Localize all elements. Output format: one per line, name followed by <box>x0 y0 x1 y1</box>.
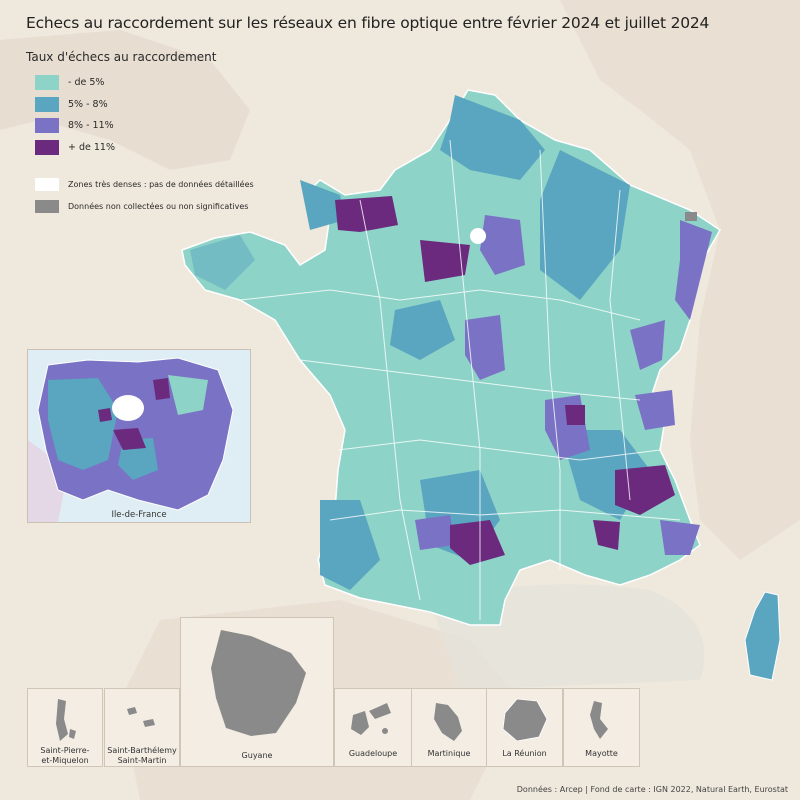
legend-swatch <box>35 118 59 134</box>
zone-5-8-southwest <box>320 500 380 590</box>
inset-guyane: Guyane <box>180 617 334 767</box>
inset-label: Martinique <box>427 749 471 758</box>
inset-label: Guyane <box>241 751 273 760</box>
legend-label: 8% - 11% <box>68 120 114 132</box>
zone-11-aveyron <box>450 520 505 565</box>
idf-inset: Ile-de-France <box>27 349 251 523</box>
zone-8-11-pyrenees <box>415 515 455 550</box>
inset-shape <box>590 701 608 739</box>
zone-11-calvados <box>335 196 398 232</box>
legend-item: - de 5% <box>26 72 261 94</box>
inset-shape <box>351 703 391 735</box>
legend-swatch <box>35 178 59 192</box>
legend-label: 5% - 8% <box>68 98 108 110</box>
inset-shape <box>211 630 306 736</box>
legend-label: Zones très denses : pas de données détai… <box>68 180 254 190</box>
inset-label: Saint-Barthélemy Saint-Martin <box>107 746 177 765</box>
legend-swatch <box>35 75 59 91</box>
inset-saint-pierre: Saint-Pierre-et-Miquelon <box>27 688 103 767</box>
zone-8-11-savoie <box>635 390 675 430</box>
zone-5-8-north <box>440 95 545 180</box>
zone-11-drome <box>615 465 675 515</box>
zone-8-11-idf <box>480 215 525 275</box>
neighbour-land-east <box>560 0 800 560</box>
inset-shape <box>127 707 155 727</box>
inset-guadeloupe: Guadeloupe <box>334 688 412 767</box>
legend-label: - de 5% <box>68 77 105 89</box>
legend-swatch <box>35 96 59 112</box>
legend-title: Taux d'échecs au raccordement <box>26 50 217 64</box>
zone-5-8-east <box>540 150 630 300</box>
inset-label: Guadeloupe <box>348 749 398 758</box>
zone-11-gard <box>593 520 620 550</box>
neighbour-land-uk <box>0 30 250 170</box>
zone-8-11-paca <box>660 520 700 555</box>
zone-8-11-burgundy <box>465 315 505 380</box>
legend-item: Données non collectées ou non significat… <box>26 196 261 218</box>
legend-item: + de 11% <box>26 137 261 159</box>
zone-11-eure <box>420 240 470 282</box>
legend-swatch <box>35 199 59 213</box>
corsica <box>744 591 781 681</box>
france-mainland <box>181 89 781 681</box>
zone-5-8-center <box>390 300 455 360</box>
inset-shape <box>56 699 76 741</box>
inset-saint-barthelemy: Saint-Barthélemy Saint-Martin <box>104 688 180 767</box>
legend: Taux d'échecs au raccordement - de 5% 5%… <box>26 50 261 217</box>
legend-swatch <box>35 139 59 155</box>
zone-8-11-jura <box>630 320 665 370</box>
inset-reunion: La Réunion <box>486 688 563 767</box>
zone-5-8-brittany <box>190 235 255 290</box>
legend-label: + de 11% <box>68 141 115 153</box>
inset-mayotte: Mayotte <box>563 688 640 767</box>
zone-no-data-moselle <box>685 212 697 221</box>
legend-item: 8% - 11% <box>26 115 261 137</box>
legend-item: 5% - 8% <box>26 94 261 116</box>
zone-11-lyon <box>565 405 585 425</box>
inset-label: La Réunion <box>502 749 547 758</box>
inset-shape <box>502 698 548 742</box>
zone-8-11-alsace <box>675 220 712 320</box>
zone-5-8-normandy <box>300 180 345 230</box>
inset-label: Mayotte <box>585 749 618 758</box>
source-credit: Données : Arcep | Fond de carte : IGN 20… <box>516 785 788 794</box>
inset-martinique: Martinique <box>411 688 487 767</box>
idf-label: Ile-de-France <box>111 510 167 520</box>
zone-dense-paris <box>470 228 486 244</box>
legend-label: Données non collectées ou non significat… <box>68 201 249 211</box>
inset-shape <box>434 703 462 741</box>
inset-label: Saint-Pierre-et-Miquelon <box>40 746 90 765</box>
legend-item: Zones très denses : pas de données détai… <box>26 174 261 196</box>
idf-map <box>28 350 250 522</box>
map-title: Echecs au raccordement sur les réseaux e… <box>26 14 710 32</box>
